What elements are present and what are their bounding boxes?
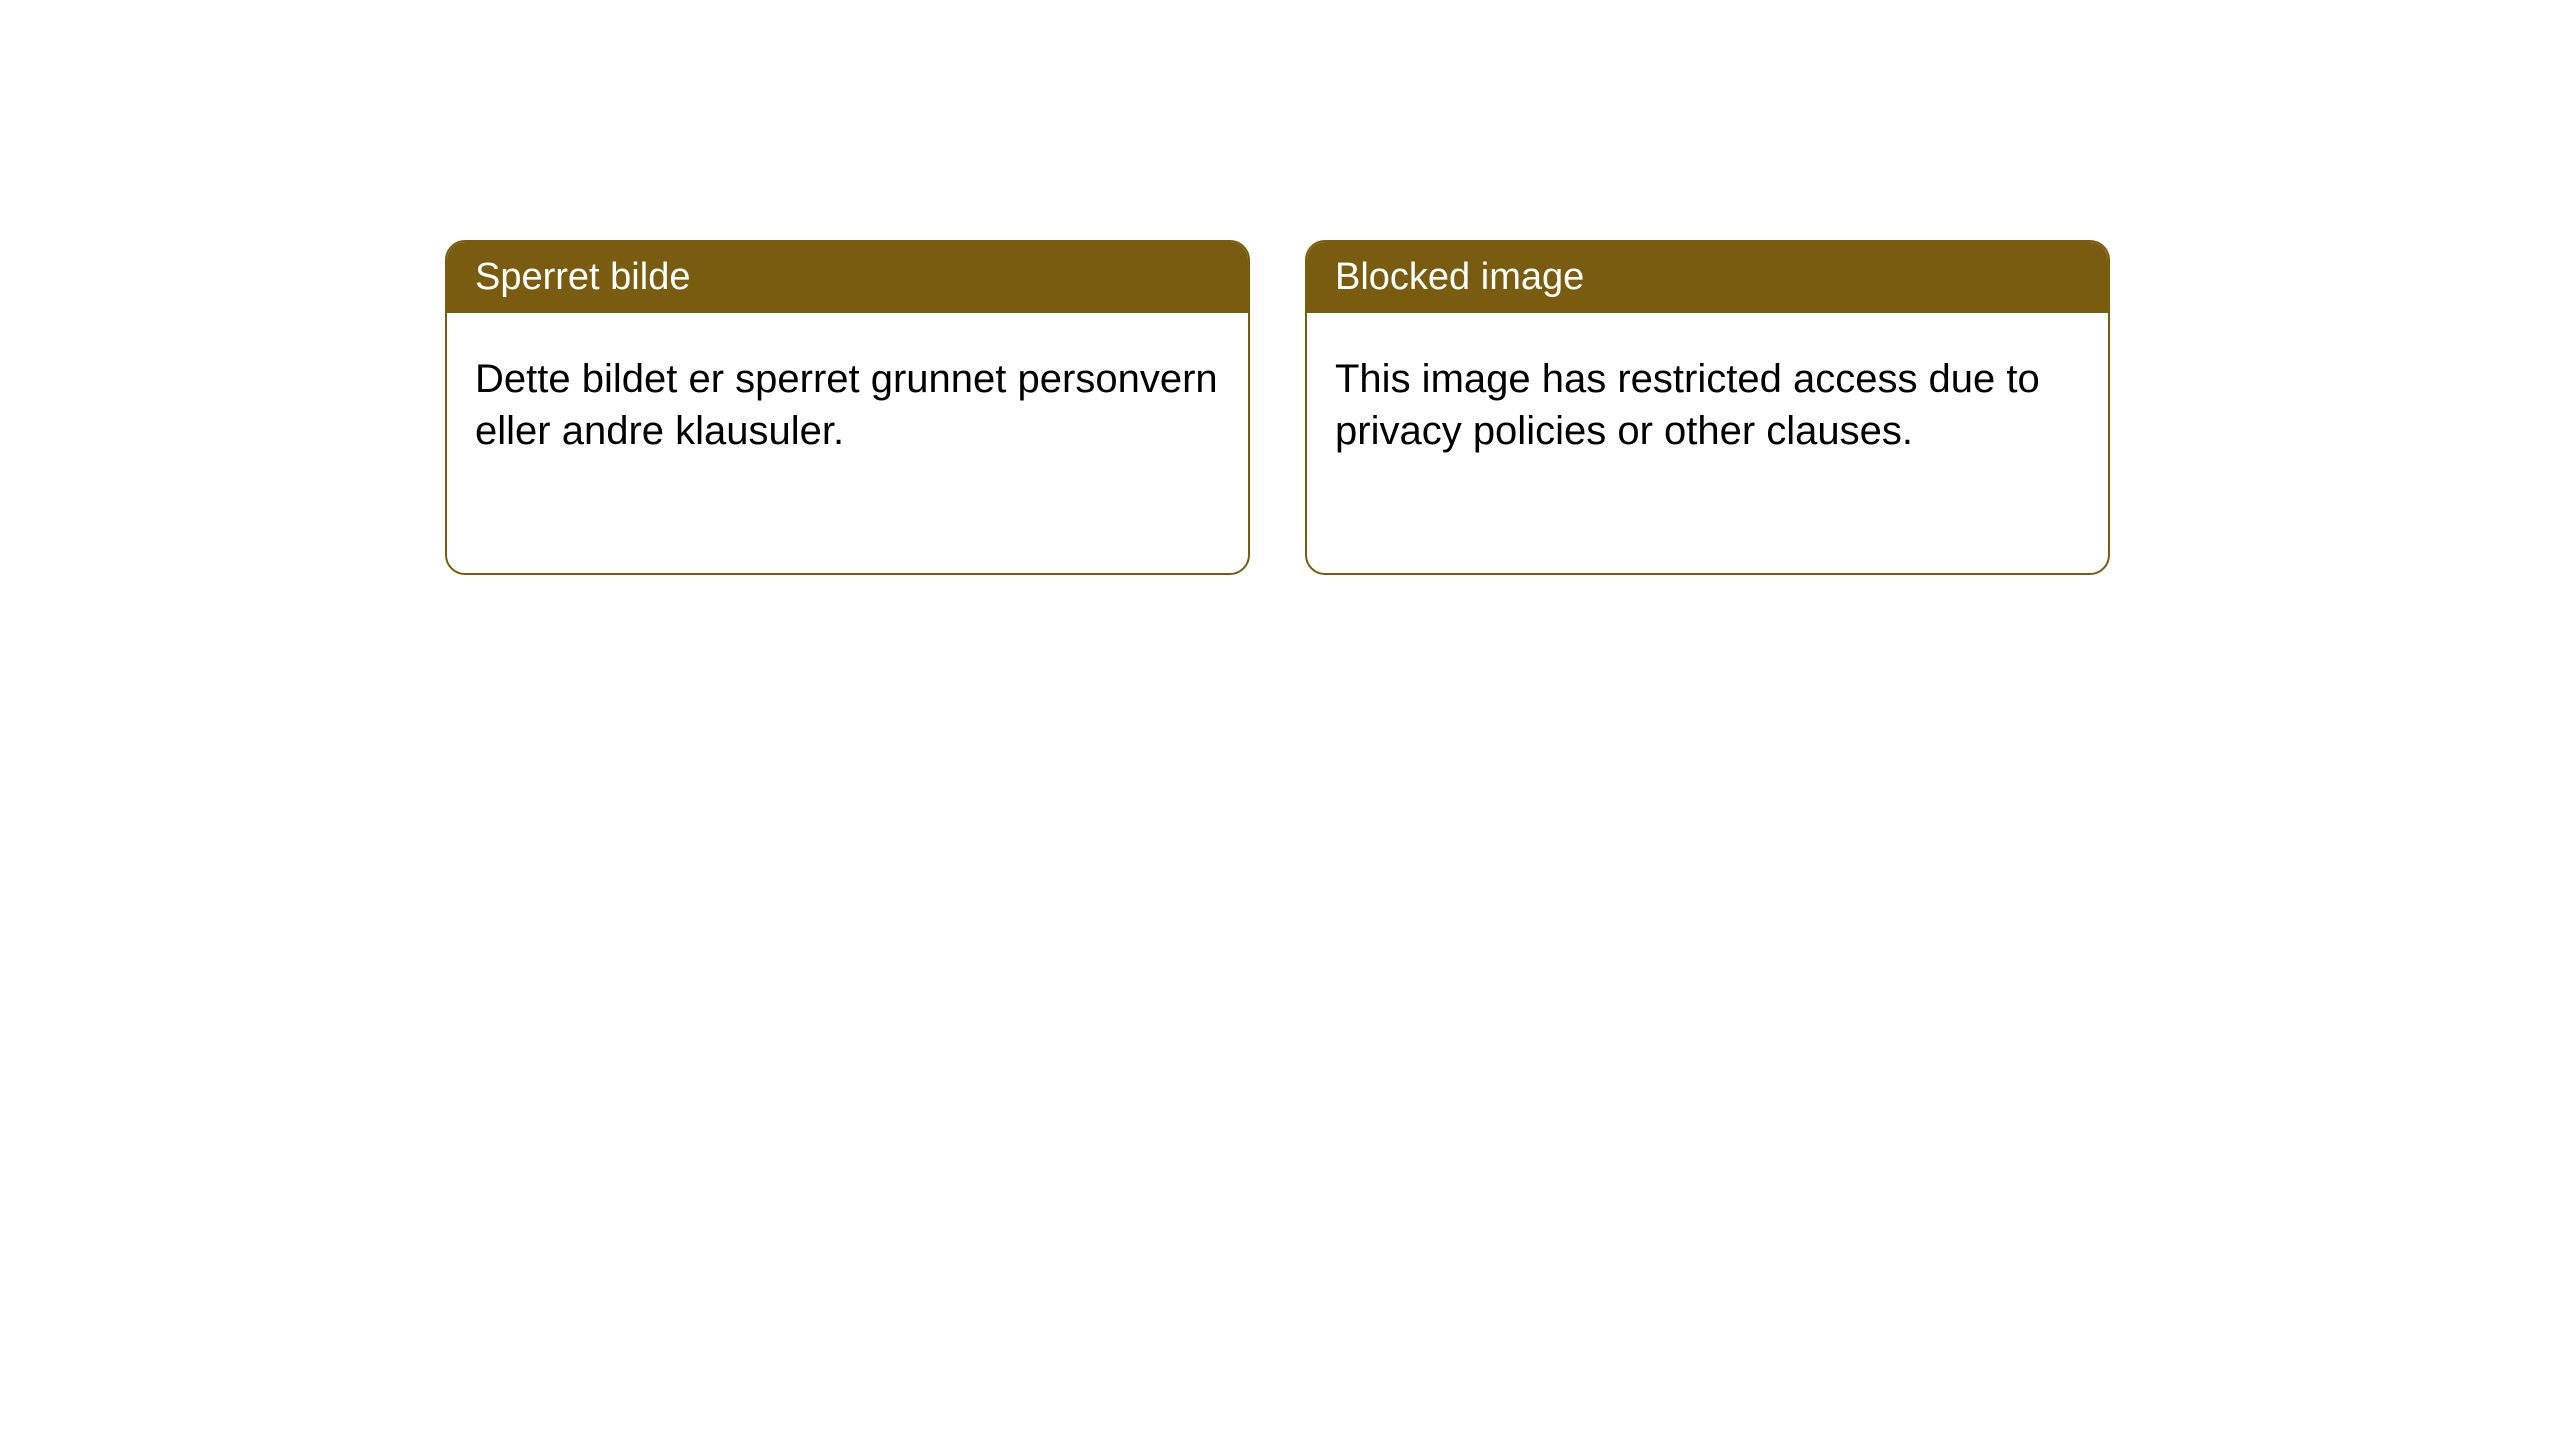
notice-body: This image has restricted access due to … bbox=[1307, 313, 2108, 497]
notice-box-norwegian: Sperret bilde Dette bildet er sperret gr… bbox=[445, 240, 1250, 575]
notice-container: Sperret bilde Dette bildet er sperret gr… bbox=[445, 240, 2110, 575]
notice-title: Sperret bilde bbox=[447, 242, 1248, 313]
notice-body: Dette bildet er sperret grunnet personve… bbox=[447, 313, 1248, 497]
notice-title: Blocked image bbox=[1307, 242, 2108, 313]
notice-box-english: Blocked image This image has restricted … bbox=[1305, 240, 2110, 575]
